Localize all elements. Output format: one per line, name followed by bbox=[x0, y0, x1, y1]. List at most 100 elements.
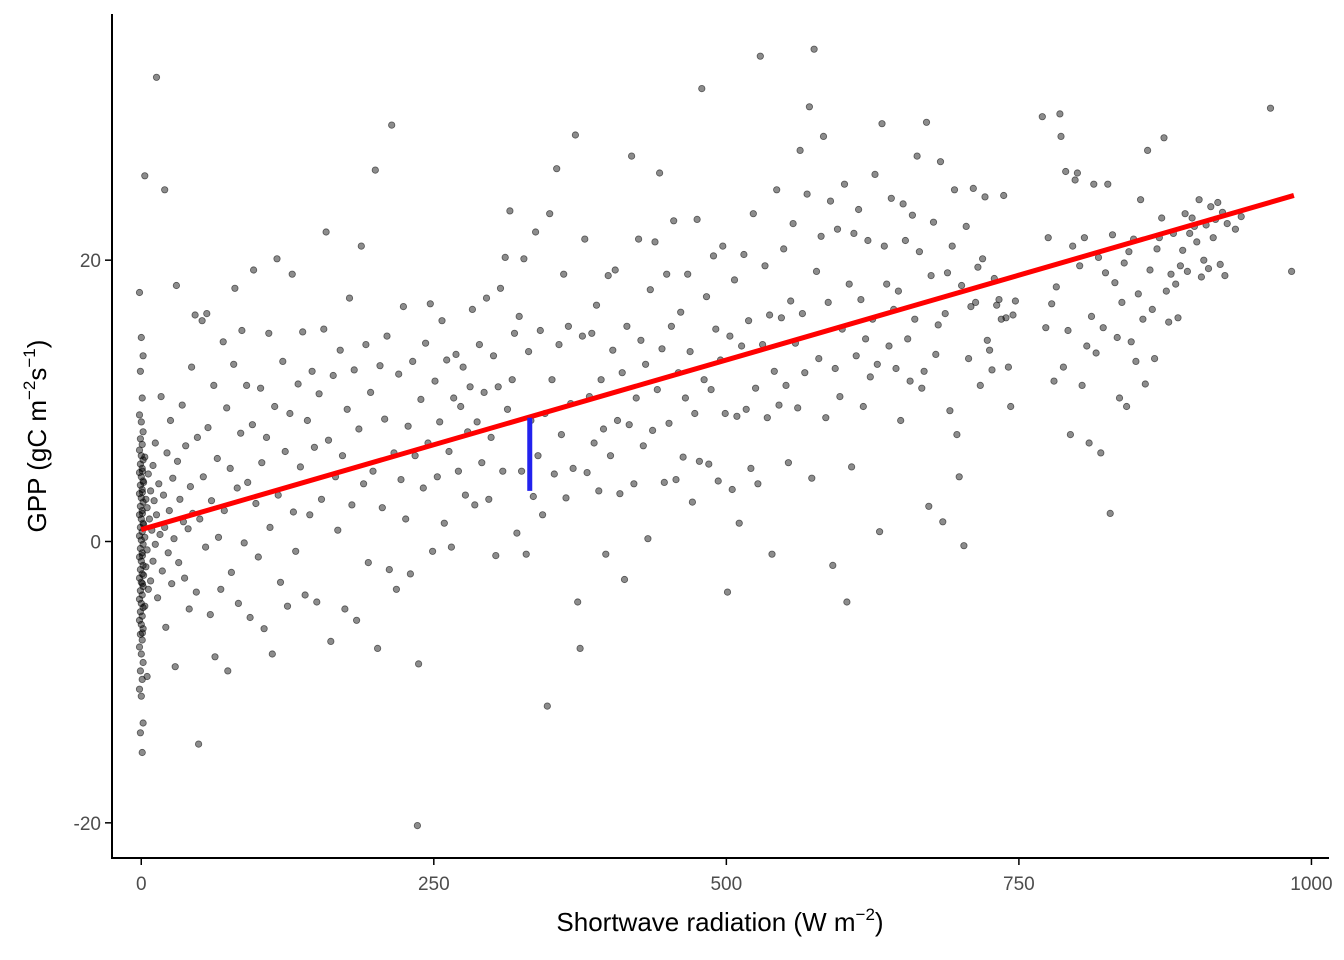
data-point bbox=[831, 364, 839, 373]
data-point bbox=[836, 392, 844, 401]
data-point bbox=[878, 120, 886, 128]
data-point bbox=[139, 719, 147, 727]
data-point bbox=[226, 464, 234, 472]
data-point bbox=[667, 322, 676, 330]
data-point bbox=[499, 467, 507, 475]
data-point bbox=[165, 506, 173, 515]
data-point bbox=[1165, 318, 1173, 326]
data-point bbox=[553, 165, 561, 173]
data-point bbox=[135, 595, 144, 603]
data-point bbox=[843, 598, 851, 606]
data-point bbox=[234, 599, 242, 608]
data-point bbox=[171, 663, 179, 671]
data-point bbox=[184, 525, 192, 533]
data-point bbox=[840, 180, 849, 188]
data-point bbox=[138, 488, 146, 496]
data-point bbox=[1179, 246, 1187, 254]
data-point bbox=[489, 352, 498, 360]
data-point bbox=[409, 357, 417, 365]
data-point bbox=[1004, 363, 1013, 371]
data-point bbox=[754, 480, 762, 488]
data-point bbox=[929, 218, 938, 226]
data-point bbox=[847, 463, 856, 471]
data-point bbox=[641, 360, 650, 368]
data-point bbox=[485, 495, 493, 503]
data-point bbox=[714, 477, 722, 485]
data-point bbox=[1071, 176, 1079, 184]
data-point bbox=[1056, 110, 1064, 118]
data-point bbox=[404, 422, 412, 430]
data-point bbox=[492, 551, 500, 560]
data-point bbox=[911, 315, 919, 323]
data-point bbox=[763, 414, 771, 422]
data-point bbox=[789, 220, 797, 228]
data-point bbox=[1011, 297, 1020, 305]
data-point bbox=[161, 186, 169, 194]
data-point bbox=[747, 464, 755, 472]
data-point bbox=[677, 308, 685, 316]
data-point bbox=[210, 381, 218, 389]
data-point bbox=[1123, 402, 1131, 411]
data-point bbox=[1092, 349, 1100, 357]
data-point bbox=[915, 248, 924, 256]
y-axis-title-exponent-2: −1 bbox=[20, 348, 39, 367]
data-point bbox=[906, 377, 914, 385]
data-point bbox=[246, 613, 254, 622]
data-point bbox=[651, 238, 659, 246]
data-point bbox=[557, 430, 566, 439]
data-point bbox=[170, 535, 178, 543]
data-point bbox=[436, 418, 444, 426]
data-point bbox=[373, 644, 382, 653]
data-point bbox=[143, 504, 151, 512]
data-point bbox=[138, 629, 146, 637]
data-point bbox=[723, 588, 732, 596]
data-point bbox=[191, 311, 199, 319]
data-point bbox=[740, 250, 748, 259]
data-point bbox=[306, 511, 314, 519]
data-point bbox=[288, 270, 296, 278]
data-point bbox=[1106, 509, 1114, 518]
x-tick-label: 0 bbox=[136, 874, 147, 895]
data-point bbox=[378, 504, 386, 512]
data-point bbox=[1132, 357, 1140, 365]
data-point bbox=[136, 502, 144, 510]
data-point bbox=[250, 266, 258, 274]
data-point bbox=[1099, 324, 1107, 332]
data-point bbox=[140, 571, 148, 579]
data-point bbox=[156, 530, 164, 539]
x-tick-label: 250 bbox=[418, 874, 450, 895]
data-point bbox=[461, 491, 469, 499]
data-point bbox=[227, 568, 235, 577]
data-point bbox=[136, 608, 144, 616]
data-point bbox=[826, 197, 835, 205]
data-point bbox=[450, 394, 458, 402]
data-point bbox=[733, 412, 741, 420]
data-point bbox=[597, 376, 605, 384]
data-point bbox=[1002, 314, 1010, 322]
data-point bbox=[1078, 381, 1086, 389]
data-point bbox=[466, 383, 474, 391]
data-point bbox=[932, 350, 940, 358]
data-point bbox=[522, 550, 530, 558]
data-point bbox=[238, 326, 246, 335]
data-point bbox=[1069, 242, 1077, 250]
data-point bbox=[510, 329, 519, 337]
data-point bbox=[150, 497, 158, 505]
data-point bbox=[1007, 402, 1015, 411]
data-point bbox=[475, 340, 483, 349]
data-point bbox=[1200, 256, 1208, 264]
y-tick-label: 0 bbox=[90, 533, 101, 554]
data-point bbox=[777, 314, 786, 322]
data-point bbox=[163, 449, 171, 457]
data-point bbox=[1216, 260, 1224, 268]
data-point bbox=[845, 280, 853, 288]
data-point bbox=[447, 543, 455, 551]
data-point bbox=[144, 585, 152, 593]
data-point bbox=[138, 551, 146, 560]
data-point bbox=[908, 211, 917, 219]
data-point bbox=[864, 236, 872, 245]
data-point bbox=[702, 293, 711, 301]
data-point bbox=[283, 602, 292, 610]
data-point bbox=[578, 332, 587, 340]
data-point bbox=[957, 281, 966, 290]
